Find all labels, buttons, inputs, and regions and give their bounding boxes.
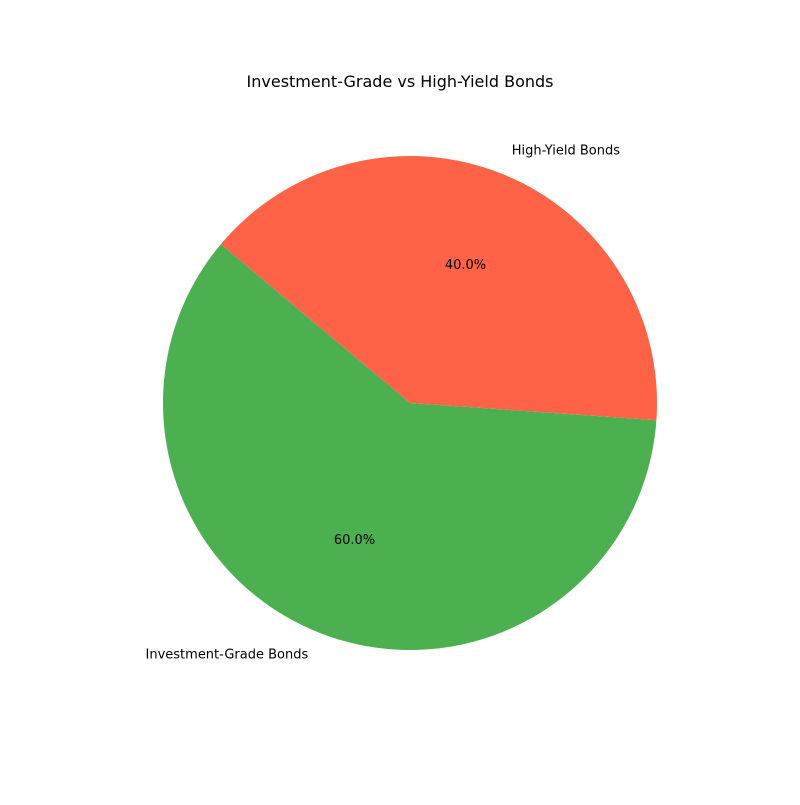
pie-category-label-1: High-Yield Bonds bbox=[512, 144, 620, 159]
chart-title: Investment-Grade vs High-Yield Bonds bbox=[246, 72, 554, 91]
pie-slice-1 bbox=[220, 156, 657, 421]
pie-percent-label-0: 60.0% bbox=[334, 533, 375, 548]
pie-percent-label-1: 40.0% bbox=[445, 258, 486, 273]
pie-slice-0 bbox=[163, 244, 657, 651]
pie-category-label-0: Investment-Grade Bonds bbox=[146, 647, 309, 662]
